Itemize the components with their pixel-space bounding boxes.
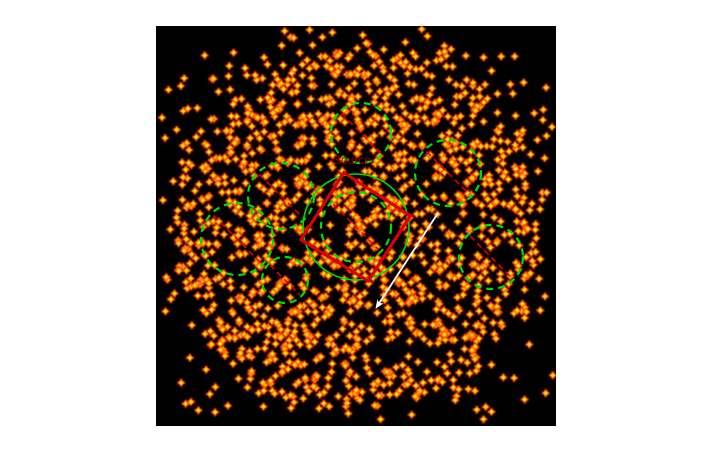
svg-text:Source: Source xyxy=(333,153,371,167)
